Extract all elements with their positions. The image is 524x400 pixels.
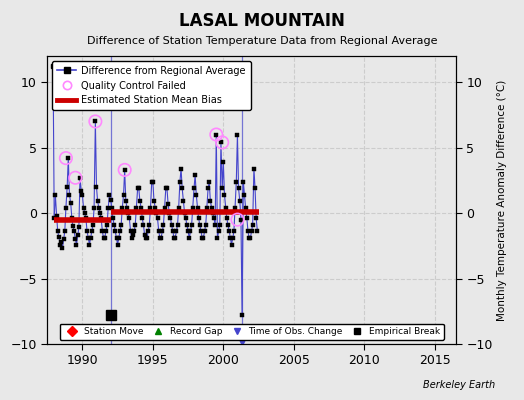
Point [91,118,100,125]
Text: Berkeley Earth: Berkeley Earth [423,380,495,390]
Point [218,139,226,146]
Point [121,167,129,173]
Point [233,216,242,223]
Point [71,174,80,181]
Point [62,155,70,161]
Point [212,131,221,138]
Text: LASAL MOUNTAIN: LASAL MOUNTAIN [179,12,345,30]
Y-axis label: Monthly Temperature Anomaly Difference (°C): Monthly Temperature Anomaly Difference (… [497,79,507,321]
Text: Difference of Station Temperature Data from Regional Average: Difference of Station Temperature Data f… [87,36,437,46]
Legend: Station Move, Record Gap, Time of Obs. Change, Empirical Break: Station Move, Record Gap, Time of Obs. C… [60,324,443,340]
